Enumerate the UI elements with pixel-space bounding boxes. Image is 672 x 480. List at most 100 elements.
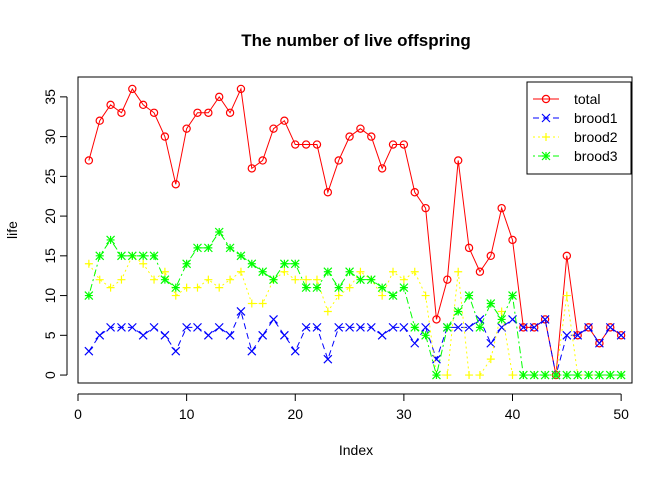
data-point-brood2 <box>182 283 191 292</box>
data-point-brood3 <box>214 227 224 237</box>
data-point-brood3 <box>138 251 148 261</box>
data-point-total <box>84 156 94 165</box>
data-point-brood1 <box>117 322 126 332</box>
data-point-total <box>486 251 495 261</box>
data-point-brood2 <box>150 275 159 284</box>
data-point-brood3 <box>540 370 550 380</box>
data-point-brood1 <box>464 322 474 332</box>
data-point-brood1 <box>486 338 496 348</box>
data-point-brood1 <box>160 330 170 340</box>
data-point-total <box>204 108 213 117</box>
y-tick-label: 35 <box>42 89 58 105</box>
y-tick-label: 0 <box>42 371 58 379</box>
data-point-brood2 <box>410 267 419 276</box>
data-point-total <box>443 275 452 284</box>
data-point-total <box>475 267 485 276</box>
data-point-brood2 <box>497 307 506 316</box>
data-point-brood2 <box>323 307 332 316</box>
data-point-brood1 <box>312 322 322 332</box>
data-point-brood2 <box>139 259 148 268</box>
data-point-total <box>562 251 572 261</box>
data-point-brood3 <box>562 370 572 380</box>
data-point-total <box>540 315 550 324</box>
data-point-brood2 <box>204 275 213 284</box>
data-point-total <box>453 156 463 165</box>
data-point-brood2 <box>421 291 430 300</box>
data-point-total <box>595 339 604 348</box>
data-point-brood1 <box>605 322 615 332</box>
data-point-brood2 <box>215 283 224 292</box>
data-point-total <box>616 331 626 340</box>
data-point-brood1 <box>410 338 420 348</box>
data-point-total <box>388 140 398 149</box>
legend-label-total: total <box>574 91 600 107</box>
data-point-total <box>193 108 202 117</box>
x-axis-label: Index <box>339 442 373 458</box>
data-point-total <box>236 84 246 94</box>
data-point-total <box>182 124 191 133</box>
data-point-brood2 <box>389 267 398 276</box>
data-point-total <box>106 100 115 110</box>
data-point-brood2 <box>399 275 408 284</box>
data-point-brood1 <box>301 322 311 332</box>
data-point-total <box>377 164 387 173</box>
data-point-brood2 <box>193 283 202 292</box>
data-point-total <box>345 132 354 141</box>
legend-label-brood1: brood1 <box>574 110 618 126</box>
data-point-brood1 <box>345 322 354 332</box>
data-point-brood1 <box>584 322 593 332</box>
y-axis-label: life <box>4 221 20 239</box>
data-point-brood1 <box>225 330 235 340</box>
data-point-brood3 <box>421 330 431 340</box>
data-point-brood3 <box>432 370 441 380</box>
data-point-brood1 <box>518 322 528 332</box>
data-point-brood1 <box>421 322 431 332</box>
data-point-brood1 <box>138 330 148 340</box>
data-point-brood2 <box>226 275 235 284</box>
data-point-total <box>171 180 180 189</box>
data-point-total <box>291 140 300 149</box>
y-tick-label: 20 <box>42 208 58 224</box>
data-point-total <box>215 92 224 102</box>
data-point-brood3 <box>117 251 126 261</box>
data-point-total <box>247 164 257 173</box>
data-point-brood2 <box>562 291 571 300</box>
data-point-brood3 <box>258 267 268 277</box>
series-layer <box>84 84 626 380</box>
data-point-brood3 <box>236 251 246 261</box>
data-point-brood2 <box>84 259 93 268</box>
series-line-brood1 <box>88 310 622 376</box>
data-point-brood3 <box>464 291 474 300</box>
data-point-total <box>95 116 104 125</box>
data-point-brood1 <box>388 322 398 332</box>
data-point-brood3 <box>247 259 257 269</box>
data-point-brood2 <box>258 299 267 308</box>
data-point-brood2 <box>454 267 463 276</box>
data-point-brood3 <box>95 251 105 261</box>
data-point-brood3 <box>193 243 202 253</box>
data-point-brood1 <box>149 322 159 332</box>
legend-marker-total <box>541 94 551 104</box>
data-point-brood3 <box>279 259 289 269</box>
data-point-brood3 <box>573 370 583 380</box>
y-tick-label: 5 <box>42 331 58 339</box>
data-point-brood2 <box>280 267 289 276</box>
data-point-total <box>149 108 159 117</box>
data-point-total <box>606 323 615 332</box>
chart-title: The number of live offspring <box>241 31 471 50</box>
data-point-total <box>421 203 430 213</box>
data-point-brood2 <box>378 291 387 300</box>
x-tick-label: 20 <box>287 406 303 422</box>
data-point-total <box>323 188 333 197</box>
data-point-brood1 <box>269 314 278 324</box>
data-point-brood3 <box>127 251 137 261</box>
data-point-brood3 <box>388 291 398 300</box>
data-point-brood3 <box>290 259 300 269</box>
data-point-brood1 <box>616 330 626 340</box>
data-point-brood1 <box>323 354 333 364</box>
data-point-brood3 <box>486 299 496 308</box>
data-point-total <box>367 132 376 141</box>
data-point-total <box>138 100 148 110</box>
data-point-brood1 <box>453 322 463 332</box>
